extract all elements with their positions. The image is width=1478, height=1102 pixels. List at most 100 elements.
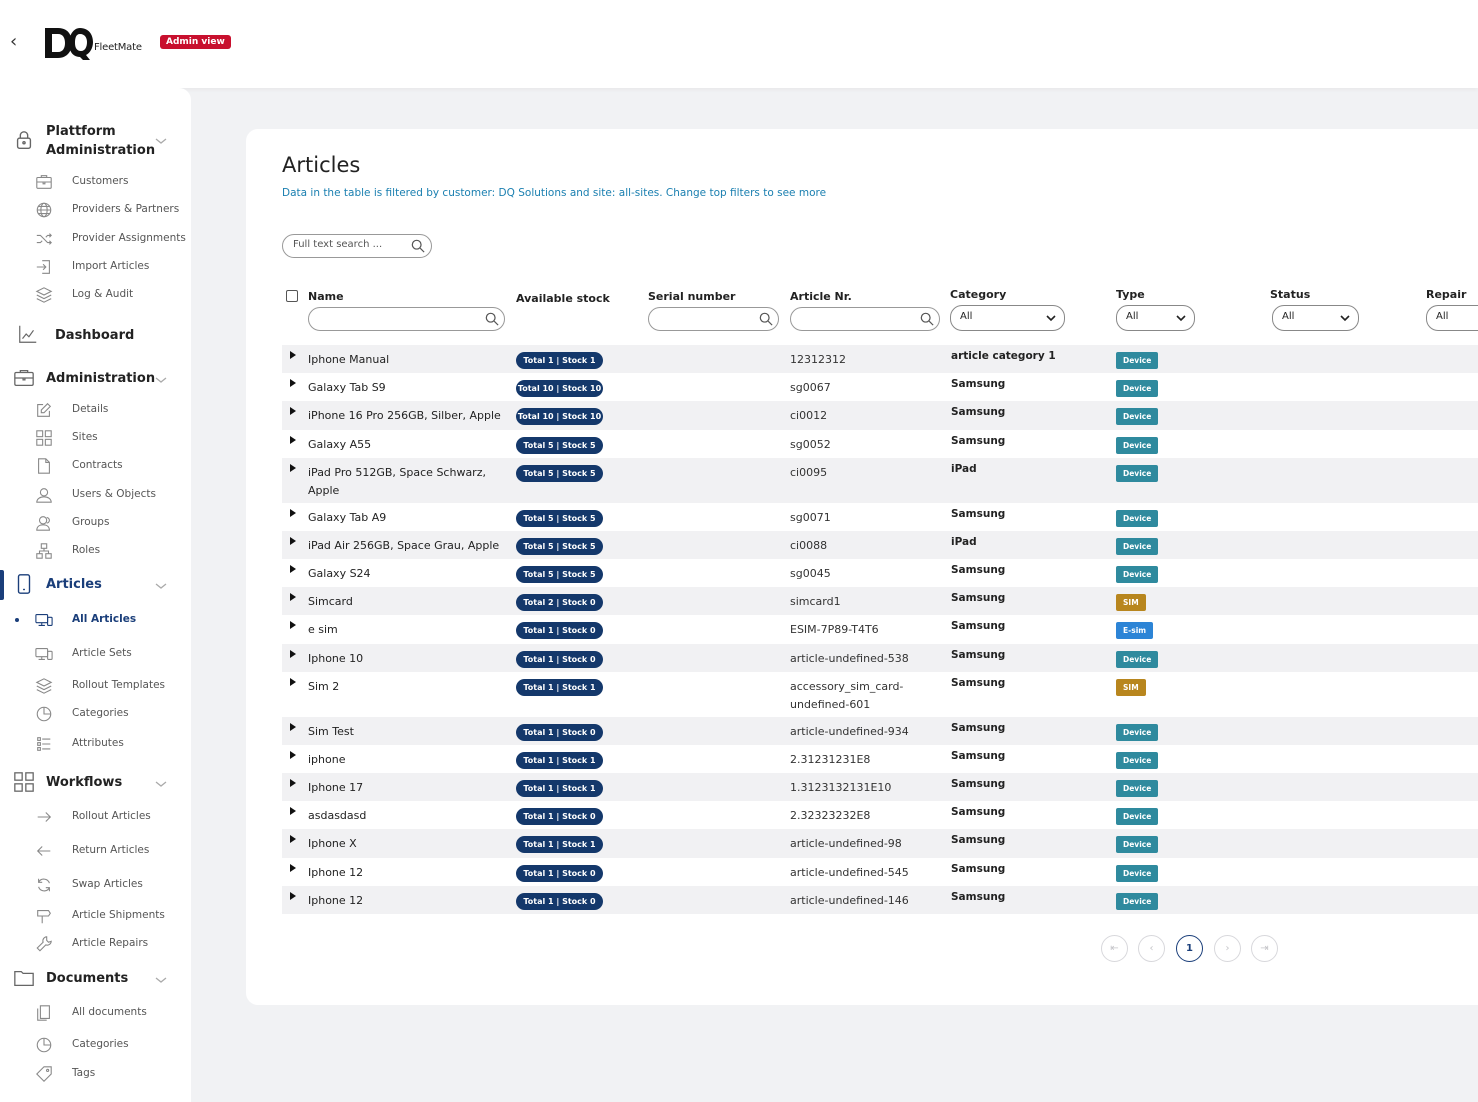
table-row[interactable]: Simcard Total 2 | Stock 0 simcard1 Samsung S…: [282, 587, 1478, 615]
expand-row-icon[interactable]: [290, 621, 296, 629]
article-name[interactable]: Galaxy Tab S9: [308, 381, 386, 394]
expand-row-icon[interactable]: [290, 807, 296, 815]
repair-filter-select[interactable]: All: [1426, 305, 1478, 331]
sidebar-item-log-audit[interactable]: Log & Audit: [0, 284, 191, 306]
chevron-down-icon[interactable]: [154, 581, 168, 591]
sidebar-item-rollout-articles[interactable]: Rollout Articles: [0, 806, 191, 828]
sidebar-item-article-shipments[interactable]: Article Shipments: [0, 905, 191, 927]
article-name[interactable]: Iphone 12: [308, 866, 364, 879]
article-name[interactable]: iPad Air 256GB, Space Grau, Apple: [308, 539, 500, 552]
sidebar-item-rollout-templates[interactable]: Rollout Templates: [0, 675, 191, 697]
sidebar-item-categories[interactable]: Categories: [0, 703, 191, 725]
table-row[interactable]: Sim Test Total 1 | Stock 0 article-undefin…: [282, 717, 1478, 745]
sidebar-item-all-articles[interactable]: All Articles: [0, 609, 191, 631]
expand-row-icon[interactable]: [290, 565, 296, 573]
search-input[interactable]: [293, 239, 403, 250]
select-all-checkbox[interactable]: [286, 290, 298, 302]
search-icon[interactable]: [411, 239, 425, 253]
chevron-down-icon[interactable]: [154, 136, 168, 146]
expand-row-icon[interactable]: [290, 723, 296, 731]
sidebar-item-attributes[interactable]: Attributes: [0, 733, 191, 755]
table-row[interactable]: Galaxy A55 Total 5 | Stock 5 sg0052 Samsung…: [282, 430, 1478, 458]
expand-row-icon[interactable]: [290, 464, 296, 472]
sidebar-item-contracts[interactable]: Contracts: [0, 455, 191, 477]
search-icon[interactable]: [759, 312, 773, 326]
sidebar-section-workflows[interactable]: Workflows: [0, 770, 191, 796]
expand-row-icon[interactable]: [290, 650, 296, 658]
sidebar-item-import-articles[interactable]: Import Articles: [0, 256, 191, 278]
table-row[interactable]: Sim 2 Total 1 | Stock 1 accessory_sim_card…: [282, 672, 1478, 717]
type-filter-select[interactable]: All: [1116, 305, 1195, 331]
table-row[interactable]: Iphone 12 Total 1 | Stock 0 article-undefi…: [282, 858, 1478, 886]
table-row[interactable]: Galaxy Tab A9 Total 5 | Stock 5 sg0071 Sams…: [282, 503, 1478, 531]
column-header-name[interactable]: Name: [308, 290, 344, 303]
expand-row-icon[interactable]: [290, 678, 296, 686]
article-name[interactable]: asdasdasd: [308, 809, 367, 822]
expand-row-icon[interactable]: [290, 379, 296, 387]
article-name[interactable]: Galaxy A55: [308, 438, 372, 451]
column-header-article-nr[interactable]: Article Nr.: [790, 290, 852, 303]
sidebar-item-groups[interactable]: Groups: [0, 512, 191, 534]
article-name[interactable]: Galaxy S24: [308, 567, 371, 580]
first-page-button[interactable]: ⇤: [1101, 935, 1128, 962]
sidebar-section-administration[interactable]: Administration: [0, 366, 191, 392]
category-filter-select[interactable]: All: [950, 305, 1065, 331]
expand-row-icon[interactable]: [290, 892, 296, 900]
article-name[interactable]: Galaxy Tab A9: [308, 511, 387, 524]
chevron-down-icon[interactable]: [154, 975, 168, 985]
column-header-serial-number[interactable]: Serial number: [648, 290, 736, 303]
article-name[interactable]: Simcard: [308, 595, 353, 608]
article-name[interactable]: iPad Pro 512GB, Space Schwarz, Apple: [308, 466, 486, 497]
sidebar-section-documents[interactable]: Documents: [0, 966, 191, 992]
table-row[interactable]: Iphone 10 Total 1 | Stock 0 article-undefi…: [282, 644, 1478, 672]
article-name[interactable]: Iphone X: [308, 837, 357, 850]
table-row[interactable]: e sim Total 1 | Stock 0 ESIM-7P89-T4T6 Sams…: [282, 615, 1478, 644]
article-name[interactable]: Sim Test: [308, 725, 354, 738]
article-name[interactable]: Iphone 10: [308, 652, 364, 665]
column-header-available-stock[interactable]: Available stock: [516, 292, 610, 305]
sidebar-item-article-repairs[interactable]: Article Repairs: [0, 933, 191, 955]
article-name[interactable]: Iphone Manual: [308, 353, 390, 366]
chevron-down-icon[interactable]: [154, 375, 168, 385]
last-page-button[interactable]: ⇥: [1251, 935, 1278, 962]
article-name[interactable]: Iphone 12: [308, 894, 364, 907]
sidebar-item-all-documents[interactable]: All documents: [0, 1002, 191, 1024]
sidebar-item-document-categories[interactable]: Categories: [0, 1034, 191, 1056]
back-chevron-icon[interactable]: ‹: [10, 31, 18, 52]
sidebar-item-customers[interactable]: Customers: [0, 171, 191, 193]
search-icon[interactable]: [920, 312, 934, 326]
table-row[interactable]: Galaxy S24 Total 5 | Stock 5 sg0045 Samsung…: [282, 559, 1478, 587]
expand-row-icon[interactable]: [290, 436, 296, 444]
sidebar-item-provider-assignments[interactable]: Provider Assignments: [0, 228, 191, 250]
table-row[interactable]: Iphone Manual Total 1 | Stock 1 12312312 ar…: [282, 345, 1478, 373]
sidebar-item-tags[interactable]: Tags: [0, 1063, 191, 1085]
column-header-type[interactable]: Type: [1116, 288, 1145, 301]
expand-row-icon[interactable]: [290, 593, 296, 601]
article-name[interactable]: e sim: [308, 623, 338, 636]
sidebar-item-return-articles[interactable]: Return Articles: [0, 840, 191, 862]
article-name[interactable]: Sim 2: [308, 680, 340, 693]
page-number-button[interactable]: 1: [1176, 935, 1203, 962]
status-filter-select[interactable]: All: [1272, 305, 1359, 331]
prev-page-button[interactable]: ‹: [1138, 935, 1165, 962]
expand-row-icon[interactable]: [290, 537, 296, 545]
sidebar-item-swap-articles[interactable]: Swap Articles: [0, 874, 191, 896]
expand-row-icon[interactable]: [290, 351, 296, 359]
article-name[interactable]: iPhone 16 Pro 256GB, Silber, Apple: [308, 409, 501, 422]
expand-row-icon[interactable]: [290, 751, 296, 759]
expand-row-icon[interactable]: [290, 779, 296, 787]
expand-row-icon[interactable]: [290, 407, 296, 415]
article-nr-filter-input[interactable]: [790, 307, 940, 331]
sidebar-section-dashboard[interactable]: Dashboard: [0, 322, 191, 348]
sidebar-item-roles[interactable]: Roles: [0, 540, 191, 562]
sidebar-item-sites[interactable]: Sites: [0, 427, 191, 449]
next-page-button[interactable]: ›: [1214, 935, 1241, 962]
table-row[interactable]: iPad Air 256GB, Space Grau, Apple Total 5…: [282, 531, 1478, 559]
sidebar-item-article-sets[interactable]: Article Sets: [0, 643, 191, 665]
sidebar-item-details[interactable]: Details: [0, 399, 191, 421]
table-row[interactable]: iPad Pro 512GB, Space Schwarz, Apple Tota…: [282, 458, 1478, 503]
column-header-status[interactable]: Status: [1270, 288, 1311, 301]
expand-row-icon[interactable]: [290, 835, 296, 843]
table-row[interactable]: Iphone 17 Total 1 | Stock 1 1.3123132131E1…: [282, 773, 1478, 801]
filter-note[interactable]: Data in the table is filtered by custome…: [282, 187, 827, 199]
